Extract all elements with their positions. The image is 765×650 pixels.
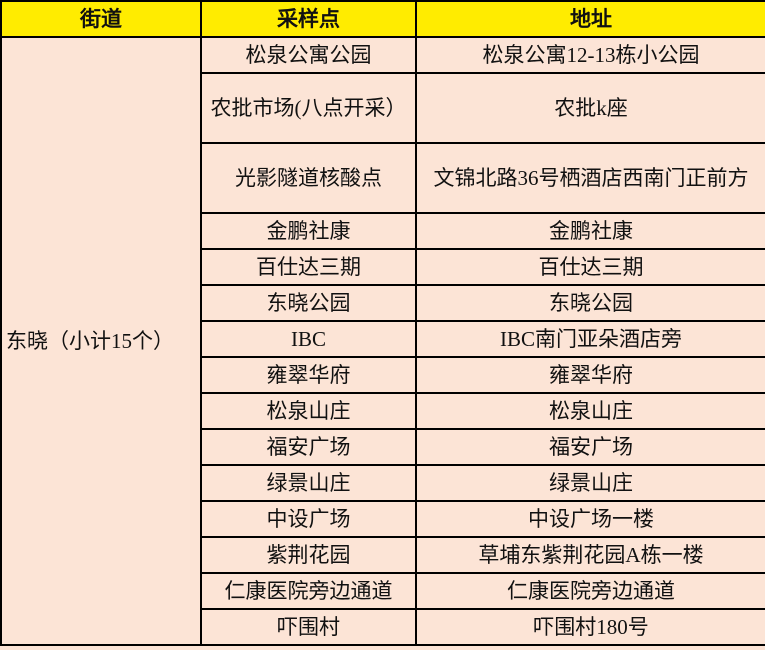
- address-cell: 绿景山庄: [415, 464, 765, 502]
- site-cell: 金鹏社康: [200, 212, 417, 250]
- table-row: 百仕达三期 百仕达三期: [1, 248, 765, 286]
- site-cell: 松泉公寓公园: [200, 36, 417, 74]
- site-cell: 雍翠华府: [200, 356, 417, 394]
- address-cell: 文锦北路36号栖酒店西南门正前方: [415, 142, 765, 214]
- site-cell: 百仕达三期: [200, 248, 417, 286]
- address-cell: 草埔东紫荆花园A栋一楼: [415, 536, 765, 574]
- table-row: 吓围村 吓围村180号: [1, 608, 765, 646]
- address-cell: 金鹏社康: [415, 212, 765, 250]
- site-cell: 仁康医院旁边通道: [200, 572, 417, 610]
- table-row: 东晓（小计15个） 松泉公寓公园 松泉公寓12-13栋小公园: [0, 36, 765, 646]
- table-row: 紫荆花园 草埔东紫荆花园A栋一楼: [1, 536, 765, 574]
- address-cell: 福安广场: [415, 428, 765, 466]
- address-cell: 仁康医院旁边通道: [415, 572, 765, 610]
- site-cell: 中设广场: [200, 500, 417, 538]
- address-cell: IBC南门亚朵酒店旁: [415, 320, 765, 358]
- address-cell: 中设广场一楼: [415, 500, 765, 538]
- header-site: 采样点: [200, 0, 417, 38]
- site-cell: 光影隧道核酸点: [200, 142, 417, 214]
- address-cell: 百仕达三期: [415, 248, 765, 286]
- site-cell: 农批市场(八点开采）: [200, 72, 417, 144]
- address-cell: 农批k座: [415, 72, 765, 144]
- address-cell: 东晓公园: [415, 284, 765, 322]
- table-row: 仁康医院旁边通道 仁康医院旁边通道: [1, 572, 765, 610]
- header-street: 街道: [0, 0, 202, 38]
- street-cell: 东晓（小计15个）: [0, 36, 202, 646]
- site-cell: 福安广场: [200, 428, 417, 466]
- address-cell: 松泉公寓12-13栋小公园: [415, 36, 765, 74]
- table-row: 光影隧道核酸点 文锦北路36号栖酒店西南门正前方: [1, 142, 765, 214]
- address-cell: 雍翠华府: [415, 356, 765, 394]
- header-row: 街道 采样点 地址: [0, 0, 765, 38]
- site-cell: 绿景山庄: [200, 464, 417, 502]
- site-cell: 松泉山庄: [200, 392, 417, 430]
- table-row: IBC IBC南门亚朵酒店旁: [1, 320, 765, 358]
- site-cell: 紫荆花园: [200, 536, 417, 574]
- site-cell: 东晓公园: [200, 284, 417, 322]
- address-cell: 松泉山庄: [415, 392, 765, 430]
- header-address: 地址: [415, 0, 765, 38]
- table-row: 福安广场 福安广场: [1, 428, 765, 466]
- table-row: 东晓公园 东晓公园: [1, 284, 765, 322]
- table-row: 绿景山庄 绿景山庄: [1, 464, 765, 502]
- site-cell: 吓围村: [200, 608, 417, 646]
- site-cell: IBC: [200, 320, 417, 358]
- table-row: 农批市场(八点开采） 农批k座: [1, 72, 765, 144]
- table-row: 金鹏社康 金鹏社康: [1, 212, 765, 250]
- table-row: 松泉山庄 松泉山庄: [1, 392, 765, 430]
- address-cell: 吓围村180号: [415, 608, 765, 646]
